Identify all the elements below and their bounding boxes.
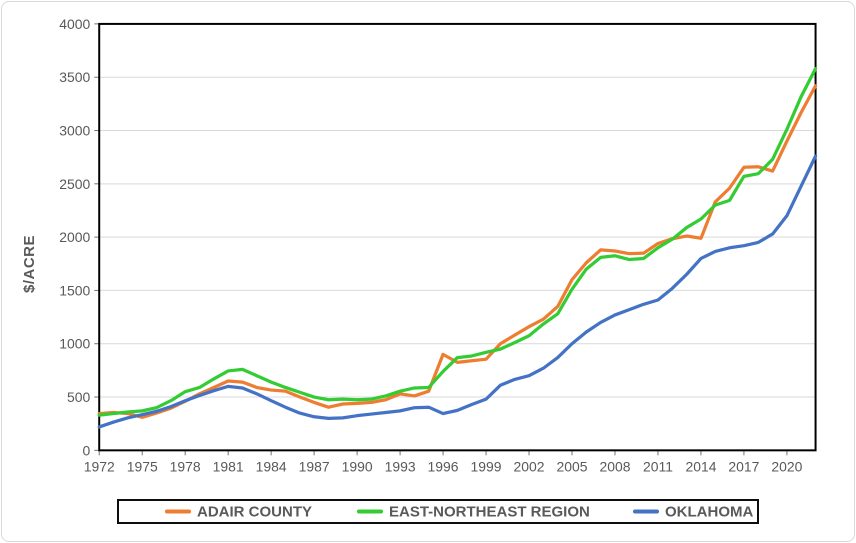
legend: ADAIR COUNTY EAST-NORTHEAST REGION OKLAH… — [117, 499, 759, 524]
x-tick-label: 1972 — [84, 458, 115, 474]
axes — [94, 22, 817, 456]
legend-label: ADAIR COUNTY — [197, 503, 312, 520]
x-tick-label: 1987 — [299, 458, 330, 474]
x-tick-label: 1999 — [471, 458, 502, 474]
series-line-adair-county — [97, 84, 818, 419]
x-tick-label: 2005 — [556, 458, 587, 474]
legend-item-adair-county: ADAIR COUNTY — [165, 503, 312, 520]
series-line-oklahoma — [97, 154, 818, 429]
legend-label: EAST-NORTHEAST REGION — [389, 503, 590, 520]
y-axis-title: $/ACRE — [21, 235, 38, 294]
x-tick-label: 1996 — [428, 458, 459, 474]
y-tick-label: 3000 — [59, 123, 90, 139]
x-tick-label: 2014 — [685, 458, 716, 474]
x-tick-label: 2008 — [599, 458, 630, 474]
y-tick-label: 2500 — [59, 176, 90, 192]
x-tick-label: 2020 — [771, 458, 802, 474]
series-lines — [97, 67, 818, 429]
east-northeast-region-line-swatch — [357, 509, 383, 514]
x-tick-label: 1984 — [256, 458, 287, 474]
y-tick-label: 3500 — [59, 69, 90, 85]
y-tick-label: 1000 — [59, 336, 90, 352]
legend-item-east-northeast-region: EAST-NORTHEAST REGION — [357, 503, 590, 520]
legend-item-oklahoma: OKLAHOMA — [633, 503, 753, 520]
y-tick-label: 2000 — [59, 229, 90, 245]
x-tick-label: 1993 — [385, 458, 416, 474]
x-tick-label: 1975 — [127, 458, 158, 474]
x-tick-label: 2017 — [728, 458, 759, 474]
legend-label: OKLAHOMA — [665, 503, 754, 520]
x-tick-label: 1981 — [213, 458, 244, 474]
x-tick-label: 2002 — [514, 458, 545, 474]
y-tick-label: 0 — [82, 442, 90, 458]
oklahoma-line-swatch — [633, 509, 659, 514]
series-line-east-northeast-region — [97, 67, 818, 417]
tick-labels: 0 500 1000 1500 2000 2500 3000 3500 4000 1972 1975… — [59, 16, 802, 474]
x-tick-label: 2011 — [643, 458, 673, 474]
y-tick-label: 500 — [67, 389, 91, 405]
x-tick-label: 1978 — [170, 458, 201, 474]
gridlines — [99, 76, 816, 398]
plot-border — [98, 22, 817, 452]
x-tick-label: 1990 — [342, 458, 373, 474]
adair-county-line-swatch — [165, 509, 191, 514]
y-tick-label: 1500 — [59, 282, 90, 298]
y-tick-label: 4000 — [59, 16, 90, 32]
